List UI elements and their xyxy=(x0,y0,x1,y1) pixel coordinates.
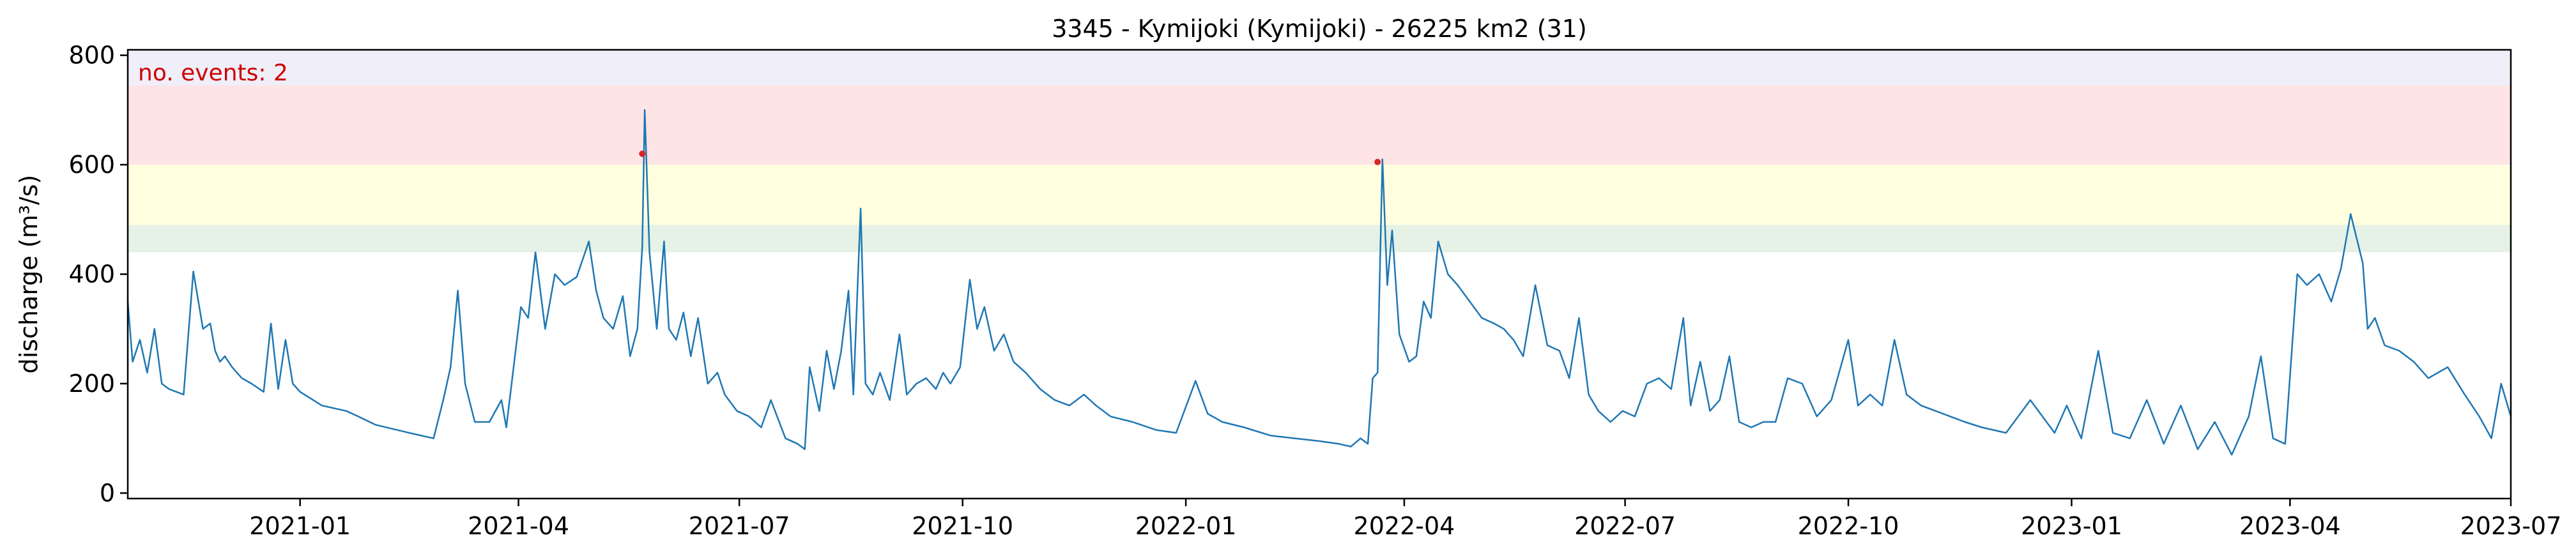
x-tick-label: 2023-04 xyxy=(2239,512,2341,540)
x-tick-label: 2021-07 xyxy=(689,512,790,540)
y-axis-label: discharge (m³/s) xyxy=(15,175,43,374)
y-tick-label: 0 xyxy=(100,479,115,507)
threshold-band-3 xyxy=(128,50,2511,86)
x-axis: 2021-01 2021-04 2021-07 2021-10 2022-01 2022-… xyxy=(249,499,2561,540)
chart-title: 3345 - Kymijoki (Kymijoki) - 26225 km2 (… xyxy=(1052,15,1587,43)
event-point-0 xyxy=(639,150,646,157)
y-axis: 0 200 400 600 800 xyxy=(68,41,128,507)
x-tick-label: 2021-04 xyxy=(468,512,569,540)
x-tick-label: 2021-01 xyxy=(249,512,351,540)
threshold-bands xyxy=(128,50,2511,253)
x-tick-label: 2021-10 xyxy=(912,512,1013,540)
threshold-band-1 xyxy=(128,165,2511,225)
threshold-band-2 xyxy=(128,85,2511,165)
y-tick-label: 800 xyxy=(68,41,115,70)
x-tick-label: 2022-04 xyxy=(1354,512,1455,540)
event-markers xyxy=(639,150,1381,165)
y-tick-label: 400 xyxy=(68,260,115,289)
event-count-annotation: no. events: 2 xyxy=(138,60,288,86)
x-tick-label: 2023-07 xyxy=(2460,512,2562,540)
threshold-band-0 xyxy=(128,225,2511,253)
series-line-0 xyxy=(126,109,2512,456)
x-tick-label: 2022-07 xyxy=(1574,512,1676,540)
x-tick-label: 2023-01 xyxy=(2021,512,2122,540)
x-tick-label: 2022-10 xyxy=(1798,512,1899,540)
x-tick-label: 2022-01 xyxy=(1135,512,1237,540)
series-layer xyxy=(126,109,2512,456)
y-tick-label: 200 xyxy=(68,370,115,398)
event-point-1 xyxy=(1374,158,1381,165)
y-tick-label: 600 xyxy=(68,151,115,179)
